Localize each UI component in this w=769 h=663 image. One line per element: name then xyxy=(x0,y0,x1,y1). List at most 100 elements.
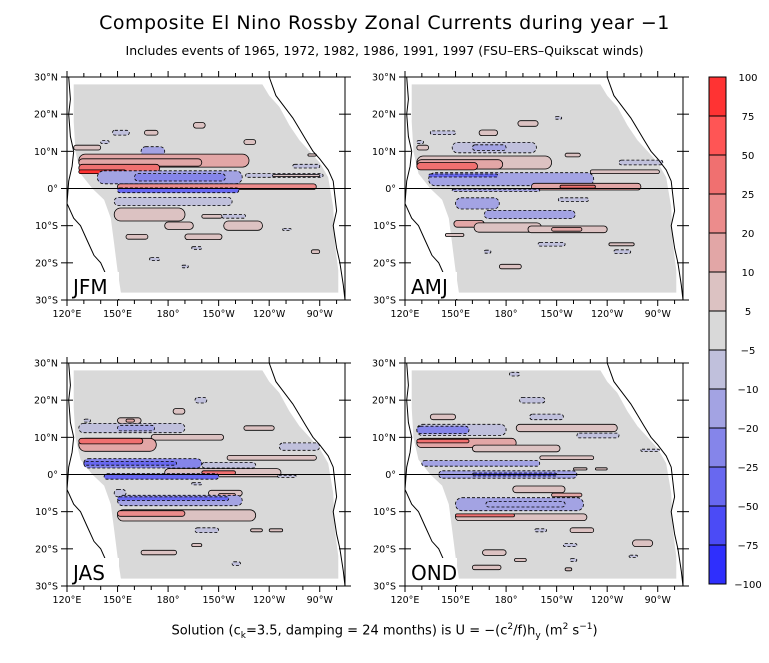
footer-sub: k xyxy=(240,630,246,641)
coastline-west xyxy=(66,76,120,301)
contour-region xyxy=(471,144,507,151)
contour-region xyxy=(569,558,578,562)
contour-region xyxy=(554,116,563,120)
colorbar-swatch xyxy=(708,154,727,195)
contour-region xyxy=(429,130,456,135)
x-tick-label: 90°W xyxy=(307,309,334,320)
footer-part: (m xyxy=(540,623,563,639)
contour-region xyxy=(444,233,465,237)
contour-region xyxy=(569,527,595,533)
footer-sup: −1 xyxy=(579,622,593,632)
x-tick-label: 120°E xyxy=(391,309,420,320)
y-tick-label: 10°S xyxy=(373,221,396,232)
contour-region xyxy=(557,197,589,202)
contour-region xyxy=(498,263,522,270)
panel-amj: 120°E 150°E 180° 150°W 120°W 90°W 30°N 20°N 10°N… xyxy=(372,71,689,320)
colorbar-swatch xyxy=(708,76,727,117)
colorbar-swatch xyxy=(708,115,727,156)
y-tick-label: 0° xyxy=(47,470,58,481)
x-tick-label: 90°W xyxy=(645,595,672,606)
footer-sup: 2 xyxy=(562,622,569,632)
contour-region xyxy=(421,460,541,467)
contour-region xyxy=(455,197,500,210)
colorbar-swatch xyxy=(708,232,727,273)
x-tick-label: 180° xyxy=(157,595,180,606)
contour-region xyxy=(416,438,470,444)
contour-region xyxy=(192,122,206,129)
y-tick-label: 20°N xyxy=(372,110,396,121)
contour-region xyxy=(73,144,102,151)
x-tick-label: 120°W xyxy=(253,309,286,320)
colorbar-swatch xyxy=(708,271,727,312)
x-tick-label: 180° xyxy=(495,309,518,320)
contour-region xyxy=(515,423,618,433)
contour-region xyxy=(471,564,502,571)
colorbar-label: 25 xyxy=(742,190,755,201)
contour-region xyxy=(628,554,638,558)
colorbar-label: 50 xyxy=(742,151,755,162)
y-tick-label: 20°S xyxy=(373,544,396,555)
colorbar-label: 10 xyxy=(742,268,755,279)
footer-part: s xyxy=(568,623,580,639)
x-tick-label: 150°W xyxy=(202,309,235,320)
contour-region xyxy=(529,413,564,421)
y-tick-label: 10°S xyxy=(373,507,396,518)
contour-region xyxy=(292,163,321,169)
contour-region xyxy=(564,152,581,158)
y-tick-label: 30°N xyxy=(34,73,58,84)
contour-region xyxy=(537,241,566,247)
contour-region xyxy=(191,246,203,250)
contour-region xyxy=(250,528,263,533)
contour-region xyxy=(485,500,566,508)
contour-region xyxy=(144,129,159,136)
season-label: JAS xyxy=(71,561,105,585)
x-tick-label: 120°W xyxy=(591,309,624,320)
x-tick-label: 150°E xyxy=(441,309,470,320)
x-tick-label: 150°W xyxy=(202,595,235,606)
contour-region xyxy=(194,527,220,533)
contour-region xyxy=(632,539,654,548)
colorbar-swatch xyxy=(708,544,727,585)
colorbar-label: −25 xyxy=(737,463,758,474)
contour-region xyxy=(194,396,208,404)
contour-region xyxy=(172,408,186,415)
y-tick-label: 20°S xyxy=(35,258,58,269)
y-tick-label: 30°S xyxy=(35,296,58,307)
contour-region xyxy=(282,228,292,231)
y-tick-label: 30°N xyxy=(34,359,58,370)
contour-region xyxy=(231,561,241,566)
coastline-east xyxy=(606,362,684,587)
contour-region xyxy=(243,139,257,145)
contour-region xyxy=(534,528,547,533)
x-tick-label: 150°W xyxy=(540,309,573,320)
contour-region xyxy=(551,492,583,498)
y-tick-label: 0° xyxy=(47,184,58,195)
colorbar-swatch xyxy=(708,193,727,234)
footer-equation: Solution (ck=3.5, damping = 24 months) i… xyxy=(0,622,769,641)
coastline-west xyxy=(404,362,458,587)
season-label-bg xyxy=(407,272,457,299)
contour-region xyxy=(277,474,297,478)
colorbar-swatch xyxy=(708,388,727,429)
y-tick-label: 10°S xyxy=(35,507,58,518)
contour-region xyxy=(595,467,608,471)
y-tick-label: 10°N xyxy=(34,433,58,444)
contour-region xyxy=(125,233,149,240)
colorbar-label: −50 xyxy=(737,502,758,513)
contour-region xyxy=(483,209,576,219)
contour-region xyxy=(539,455,595,460)
contour-region xyxy=(509,371,521,377)
colorbar-label: 100 xyxy=(738,73,757,84)
contour-region xyxy=(278,442,321,451)
contour-region xyxy=(455,513,515,518)
y-tick-label: 20°S xyxy=(35,544,58,555)
coastline-east xyxy=(268,362,346,587)
contour-region xyxy=(133,173,226,182)
footer-part: Solution (c xyxy=(171,623,241,639)
contour-region xyxy=(191,543,203,547)
x-tick-label: 120°W xyxy=(253,595,286,606)
colorbar-label: 20 xyxy=(742,229,755,240)
chart-title: Composite El Nino Rossby Zonal Currents … xyxy=(99,12,670,34)
coastline-west xyxy=(404,76,458,301)
y-tick-label: 30°S xyxy=(373,582,396,593)
